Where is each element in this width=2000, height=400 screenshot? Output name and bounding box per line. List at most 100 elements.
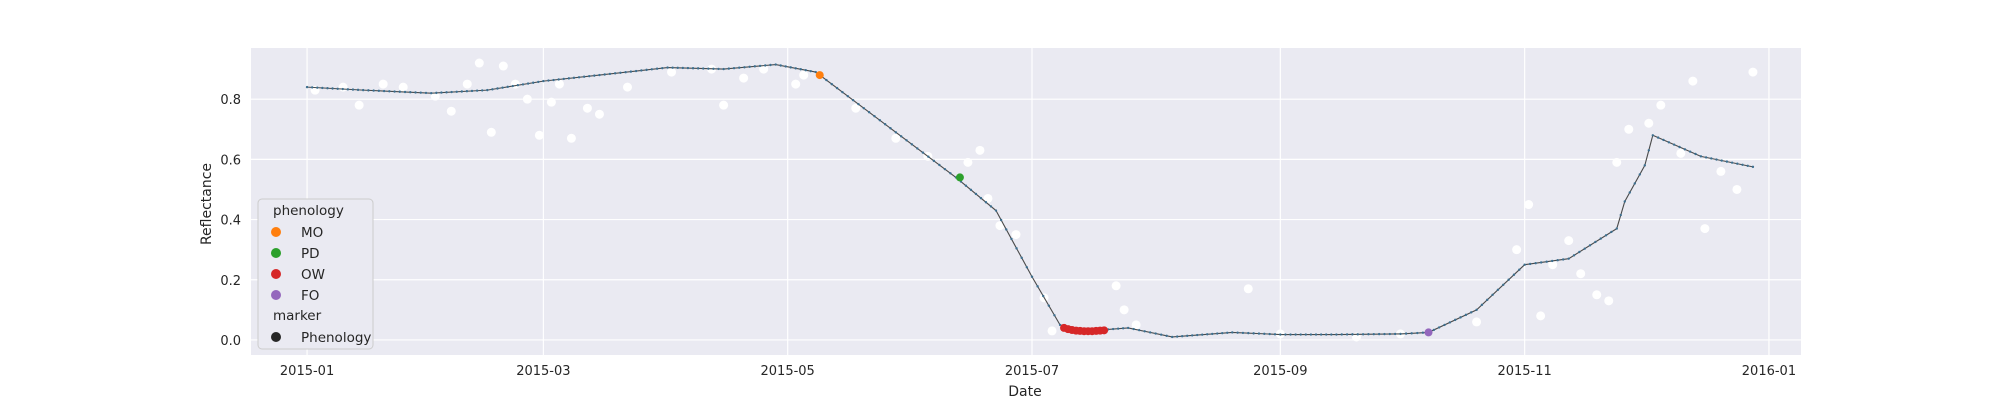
observation-point	[1624, 124, 1634, 134]
x-tick-label: 2015-01	[280, 364, 334, 379]
curve-marker	[460, 90, 464, 93]
curve-marker	[969, 188, 973, 192]
curve-marker	[1159, 333, 1163, 336]
curve-marker	[1672, 143, 1676, 146]
curve-marker	[450, 90, 453, 94]
curve-marker	[1257, 332, 1261, 335]
observation-point	[1512, 245, 1522, 255]
observation-point	[759, 64, 769, 74]
curve-marker	[1567, 257, 1570, 260]
observation-point	[462, 79, 472, 89]
curve-marker	[1143, 330, 1146, 333]
curve-marker	[676, 66, 679, 70]
curve-marker	[331, 87, 334, 90]
curve-marker	[1025, 266, 1029, 269]
curve-marker	[1656, 136, 1660, 139]
curve-marker	[1556, 258, 1559, 262]
observation-point	[1688, 76, 1698, 86]
observation-point	[1748, 67, 1758, 77]
x-tick-label: 2015-11	[1497, 364, 1551, 379]
curve-marker	[1058, 323, 1062, 327]
curve-marker	[455, 90, 458, 93]
plot-background	[251, 48, 1801, 355]
curve-marker	[629, 70, 633, 73]
curve-marker	[949, 172, 952, 175]
x-tick-label: 2015-09	[1253, 364, 1307, 379]
curve-marker	[430, 91, 433, 95]
curve-marker	[748, 65, 751, 69]
curve-marker	[809, 69, 812, 73]
legend: phenology MO PD OW FO marker Phenology	[257, 198, 374, 350]
curve-marker	[910, 143, 914, 146]
legend-label-ow: OW	[301, 267, 325, 283]
curve-marker	[1325, 333, 1328, 336]
curve-marker	[1507, 278, 1510, 281]
curve-marker	[1132, 327, 1135, 331]
observation-point	[1716, 166, 1726, 176]
curve-marker	[336, 87, 339, 90]
curve-marker	[661, 66, 664, 70]
curve-marker	[1121, 327, 1125, 330]
curve-marker	[1594, 240, 1597, 244]
curve-marker	[851, 98, 855, 102]
curve-marker	[1226, 331, 1229, 335]
curve-marker	[883, 123, 887, 126]
curve-marker	[1583, 247, 1586, 250]
curve-marker	[1651, 134, 1655, 137]
curve-marker	[388, 90, 391, 93]
curve-marker	[1299, 333, 1302, 336]
curve-marker	[1314, 333, 1318, 336]
observation-point	[1700, 224, 1710, 234]
curve-marker	[1725, 160, 1729, 163]
curve-marker	[1448, 321, 1452, 324]
curve-marker	[1604, 234, 1608, 237]
curve-marker	[774, 63, 777, 66]
curve-marker	[1678, 145, 1681, 149]
curve-marker	[712, 67, 715, 70]
observation-point	[791, 79, 801, 89]
observation-point	[1524, 200, 1534, 210]
curve-marker	[1496, 288, 1500, 291]
curve-marker	[1053, 314, 1056, 317]
curve-marker	[899, 135, 903, 138]
curve-marker	[341, 87, 344, 91]
observation-point	[1119, 305, 1129, 315]
legend-marker-phenology	[271, 332, 281, 342]
curve-marker	[1335, 333, 1338, 336]
curve-marker	[1309, 333, 1313, 336]
observation-point	[566, 133, 576, 143]
curve-marker	[419, 91, 422, 94]
curve-marker	[634, 69, 638, 73]
curve-marker	[409, 91, 412, 94]
observation-point	[338, 82, 348, 92]
x-tick-label: 2015-07	[1005, 364, 1059, 379]
curve-marker	[521, 83, 525, 86]
observation-point	[378, 79, 388, 89]
legend-label-pd: PD	[301, 246, 320, 262]
observation-point	[1548, 260, 1558, 270]
curve-marker	[938, 163, 941, 167]
curve-marker	[1241, 331, 1245, 335]
curve-marker	[1372, 332, 1375, 336]
curve-marker	[979, 196, 983, 200]
grid-lines	[251, 48, 1801, 355]
curve-marker	[1279, 333, 1282, 336]
observation-point	[1732, 184, 1742, 194]
curve-marker	[572, 76, 576, 80]
curve-marker	[1345, 333, 1349, 336]
curve-marker	[470, 89, 474, 93]
curve-marker	[547, 79, 550, 82]
curve-marker	[1236, 331, 1239, 334]
curve-marker	[1047, 304, 1051, 307]
curve-marker	[613, 72, 617, 75]
observation-point	[1612, 157, 1622, 167]
x-tick-label: 2015-05	[761, 364, 815, 379]
curve-marker	[738, 66, 741, 69]
phenology-point-mo	[815, 71, 824, 80]
curve-marker	[577, 76, 581, 79]
curve-marker	[1741, 163, 1744, 166]
curve-marker	[516, 84, 520, 87]
curve-marker	[1263, 332, 1266, 336]
curve-marker	[511, 84, 514, 88]
